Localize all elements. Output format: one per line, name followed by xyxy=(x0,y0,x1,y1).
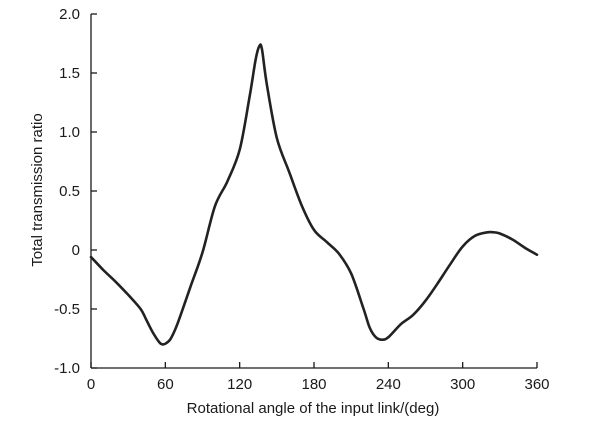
y-tick-label: -1.0 xyxy=(54,360,80,377)
x-tick-label: 120 xyxy=(227,376,252,393)
x-tick-label: 360 xyxy=(524,376,549,393)
x-tick-label: 180 xyxy=(301,376,326,393)
y-tick-label: 0.5 xyxy=(59,183,80,200)
x-tick-label: 240 xyxy=(376,376,401,393)
axes xyxy=(90,14,537,369)
y-ticks: -1.0 -0.5 0 0.5 1.0 1.5 2.0 xyxy=(54,6,97,377)
y-tick-label: 2.0 xyxy=(59,6,80,23)
x-tick-label: 300 xyxy=(450,376,475,393)
y-tick-label: 0 xyxy=(72,242,80,259)
x-ticks: 0 60 120 180 240 300 360 xyxy=(87,362,550,393)
y-tick-label: 1.0 xyxy=(59,124,80,141)
y-tick-label: -0.5 xyxy=(54,301,80,318)
x-tick-label: 60 xyxy=(157,376,174,393)
series-line xyxy=(89,43,539,346)
y-axis-label: Total transmission ratio xyxy=(29,113,46,266)
plot-area xyxy=(89,43,539,346)
y-tick-label: 1.5 xyxy=(59,65,80,82)
x-axis-label: Rotational angle of the input link/(deg) xyxy=(187,400,440,417)
x-tick-label: 0 xyxy=(87,376,95,393)
